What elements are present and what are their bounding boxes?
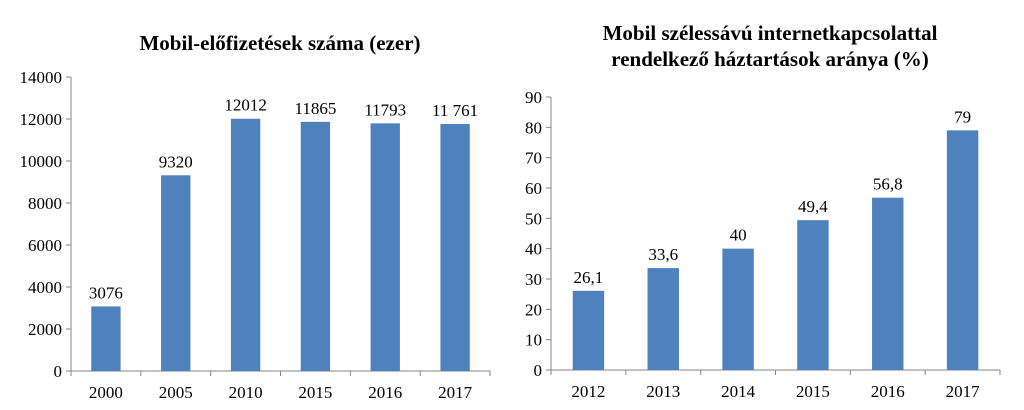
chart-1-title: Mobil-előfizetések száma (ezer) — [139, 31, 421, 55]
y-tick-label: 6000 — [28, 236, 62, 255]
y-tick-label: 8000 — [28, 194, 62, 213]
x-tick-label: 2016 — [368, 383, 402, 402]
y-tick-label: 30 — [525, 270, 542, 289]
y-tick-label: 80 — [525, 118, 542, 137]
y-tick-label: 10000 — [20, 152, 63, 171]
x-tick-label: 2017 — [946, 382, 981, 401]
x-tick-label: 2016 — [871, 382, 905, 401]
chart-2-title-line-1: Mobil szélessávú internetkapcsolattal — [602, 21, 938, 45]
bar — [440, 124, 470, 371]
data-label: 11865 — [294, 99, 336, 118]
chart-2-title-line-2: rendelkező háztartások aránya (%) — [611, 47, 929, 71]
data-label: 9320 — [159, 152, 193, 171]
x-tick-label: 2017 — [438, 383, 473, 402]
x-tick-label: 2015 — [298, 383, 332, 402]
bar — [300, 121, 331, 372]
y-tick-label: 90 — [525, 88, 542, 107]
y-tick-label: 10 — [525, 331, 542, 350]
chart-2-title: Mobil szélessávú internetkapcsolattal re… — [530, 20, 1010, 72]
y-tick-label: 0 — [534, 361, 543, 380]
bar — [161, 175, 191, 371]
x-tick-label: 2005 — [159, 383, 193, 402]
data-label: 56,8 — [873, 175, 903, 194]
x-tick-label: 2015 — [796, 382, 830, 401]
data-label: 3076 — [89, 283, 123, 302]
bar — [370, 123, 400, 371]
bar — [91, 306, 121, 371]
x-tick-label: 2010 — [229, 383, 263, 402]
y-tick-label: 50 — [525, 209, 542, 228]
x-tick-label: 2000 — [89, 383, 123, 402]
data-label: 33,6 — [648, 245, 678, 264]
bar — [797, 220, 829, 370]
x-tick-label: 2014 — [721, 382, 756, 401]
bar — [872, 197, 904, 370]
bar — [647, 268, 679, 370]
data-label: 26,1 — [574, 268, 604, 287]
y-tick-label: 20 — [525, 300, 542, 319]
data-label: 11793 — [364, 100, 406, 119]
bar — [722, 248, 754, 370]
y-tick-label: 40 — [525, 240, 542, 259]
bar — [946, 130, 979, 370]
y-tick-label: 4000 — [28, 278, 62, 297]
y-tick-label: 2000 — [28, 320, 62, 339]
x-tick-label: 2012 — [571, 382, 605, 401]
bar — [230, 118, 261, 371]
y-tick-label: 70 — [525, 149, 542, 168]
y-tick-label: 0 — [54, 362, 63, 381]
data-label: 49,4 — [798, 197, 828, 216]
y-tick-label: 14000 — [20, 68, 63, 87]
data-label: 11 761 — [432, 101, 478, 120]
bar — [572, 290, 605, 370]
data-label: 79 — [954, 107, 971, 126]
data-label: 40 — [730, 226, 747, 245]
data-label: 12012 — [224, 96, 267, 115]
y-tick-label: 12000 — [20, 110, 63, 129]
x-tick-label: 2013 — [646, 382, 680, 401]
y-tick-label: 60 — [525, 179, 542, 198]
